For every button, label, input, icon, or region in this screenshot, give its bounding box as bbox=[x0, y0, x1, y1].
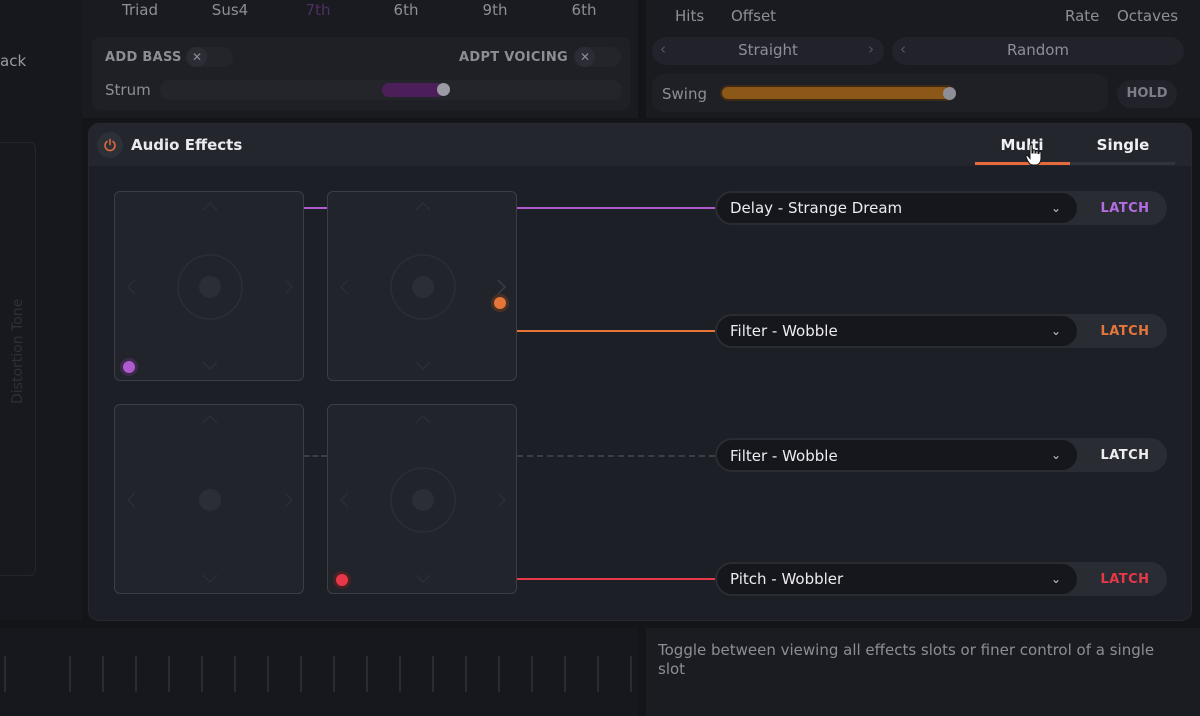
add-bass-close-icon[interactable]: ✕ bbox=[187, 47, 207, 67]
tab-underline bbox=[975, 162, 1175, 165]
chord-6th-2[interactable]: 6th bbox=[571, 1, 597, 19]
track-label: ack bbox=[0, 52, 27, 70]
side-slot-label: Distortion Tone bbox=[10, 298, 26, 404]
chevron-down-icon: ⌄ bbox=[1051, 324, 1062, 338]
tab-multi[interactable]: Multi bbox=[1000, 136, 1044, 154]
timeline-tick bbox=[4, 656, 6, 692]
delay-connector-b bbox=[517, 207, 715, 209]
audio-effects-title: Audio Effects bbox=[131, 136, 243, 154]
fx-select-2[interactable] bbox=[717, 316, 1077, 346]
offset-label: Offset bbox=[731, 7, 777, 25]
timeline-tick bbox=[432, 656, 434, 692]
timeline-tick bbox=[69, 656, 71, 692]
octaves-prev-icon[interactable]: ‹ bbox=[900, 40, 906, 58]
pitch-connector bbox=[517, 578, 715, 580]
audio-effects-panel: Audio Effects Multi Single bbox=[89, 124, 1191, 620]
fx-select-1[interactable] bbox=[717, 193, 1077, 223]
fx-select-3[interactable] bbox=[717, 440, 1077, 470]
filter-inactive-connector-a bbox=[304, 455, 327, 457]
xy-pad-2-graphic bbox=[339, 201, 507, 371]
xy-pad-2[interactable] bbox=[327, 191, 517, 381]
xy-pad-1[interactable] bbox=[114, 191, 304, 381]
timeline-tick bbox=[333, 656, 335, 692]
rate-next-icon[interactable]: › bbox=[868, 40, 874, 58]
timeline-tick bbox=[267, 656, 269, 692]
bottom-timeline bbox=[0, 628, 638, 716]
timeline-tick bbox=[531, 656, 533, 692]
fx-select-3-value: Filter - Wobble bbox=[730, 447, 838, 465]
rate-prev-icon[interactable]: ‹ bbox=[660, 40, 666, 58]
xy-pad-2-filter-dot[interactable] bbox=[494, 297, 506, 309]
filter-connector bbox=[517, 330, 715, 332]
timeline-tick bbox=[201, 656, 203, 692]
power-button[interactable] bbox=[97, 132, 123, 158]
rate-label: Rate bbox=[1065, 7, 1100, 25]
hold-label: HOLD bbox=[1126, 86, 1168, 101]
octaves-value: Random bbox=[1006, 41, 1070, 59]
power-icon bbox=[104, 138, 116, 152]
filter-inactive-connector-b bbox=[517, 455, 715, 457]
octaves-selector[interactable] bbox=[892, 37, 1184, 65]
add-bass-label: ADD BASS bbox=[105, 50, 182, 65]
chevron-down-icon: ⌄ bbox=[1051, 572, 1062, 586]
tab-underline-active bbox=[975, 162, 1070, 165]
timeline-tick bbox=[366, 656, 368, 692]
adapt-voicing-close-icon[interactable]: ✕ bbox=[575, 47, 595, 67]
timeline-tick bbox=[102, 656, 104, 692]
help-panel bbox=[646, 628, 1200, 716]
latch-button-2[interactable]: LATCH bbox=[1100, 324, 1150, 339]
timeline-tick bbox=[135, 656, 137, 692]
xy-pad-1-delay-dot[interactable] bbox=[123, 361, 135, 373]
xy-pad-4-pitch-dot[interactable] bbox=[336, 574, 348, 586]
swing-slider-handle[interactable] bbox=[943, 87, 956, 100]
latch-button-4[interactable]: LATCH bbox=[1100, 572, 1150, 587]
strum-label: Strum bbox=[105, 81, 151, 99]
swing-slider-fill bbox=[722, 87, 950, 99]
fx-select-4[interactable] bbox=[717, 564, 1077, 594]
latch-button-3[interactable]: LATCH bbox=[1100, 448, 1150, 463]
chord-triad[interactable]: Triad bbox=[121, 1, 158, 19]
fx-select-4-value: Pitch - Wobbler bbox=[730, 570, 844, 588]
audio-effects-header bbox=[89, 124, 1191, 166]
xy-pad-4[interactable] bbox=[327, 404, 517, 594]
octaves-label: Octaves bbox=[1117, 7, 1179, 25]
xy-pad-3-graphic bbox=[126, 414, 294, 584]
tab-single[interactable]: Single bbox=[1096, 136, 1150, 154]
timeline-tick bbox=[597, 656, 599, 692]
rate-selector[interactable] bbox=[652, 37, 884, 65]
timeline-tick bbox=[630, 656, 632, 692]
hand-cursor-icon bbox=[1025, 144, 1042, 166]
chevron-down-icon: ⌄ bbox=[1051, 448, 1062, 462]
xy-pad-3[interactable] bbox=[114, 404, 304, 594]
chord-6th[interactable]: 6th bbox=[393, 1, 419, 19]
xy-pad-1-graphic bbox=[126, 201, 294, 371]
fx-select-2-value: Filter - Wobble bbox=[730, 322, 838, 340]
timeline-tick bbox=[564, 656, 566, 692]
chord-9th[interactable]: 9th bbox=[482, 1, 508, 19]
timeline-tick bbox=[465, 656, 467, 692]
xy-pad-4-graphic bbox=[339, 414, 507, 584]
strum-slider-handle[interactable] bbox=[437, 83, 450, 96]
chevron-down-icon: ⌄ bbox=[1051, 201, 1062, 215]
rate-value: Straight bbox=[738, 41, 798, 59]
latch-button-1[interactable]: LATCH bbox=[1100, 201, 1150, 216]
hits-label: Hits bbox=[675, 7, 705, 25]
timeline-tick bbox=[498, 656, 500, 692]
chord-sus4[interactable]: Sus4 bbox=[211, 1, 249, 19]
delay-connector-a bbox=[304, 207, 327, 209]
hold-button[interactable] bbox=[1117, 80, 1177, 108]
chord-7th[interactable]: 7th bbox=[305, 1, 331, 19]
timeline-tick bbox=[234, 656, 236, 692]
swing-label: Swing bbox=[662, 85, 707, 103]
strum-slider-fill bbox=[382, 83, 444, 97]
adapt-voicing-label: ADPT VOICING bbox=[459, 50, 569, 65]
timeline-tick bbox=[168, 656, 170, 692]
help-text: Toggle between viewing all effects slots… bbox=[658, 641, 1155, 678]
side-slot[interactable] bbox=[0, 142, 36, 576]
fx-select-1-value: Delay - Strange Dream bbox=[730, 199, 903, 217]
timeline-tick bbox=[399, 656, 401, 692]
timeline-tick bbox=[300, 656, 302, 692]
